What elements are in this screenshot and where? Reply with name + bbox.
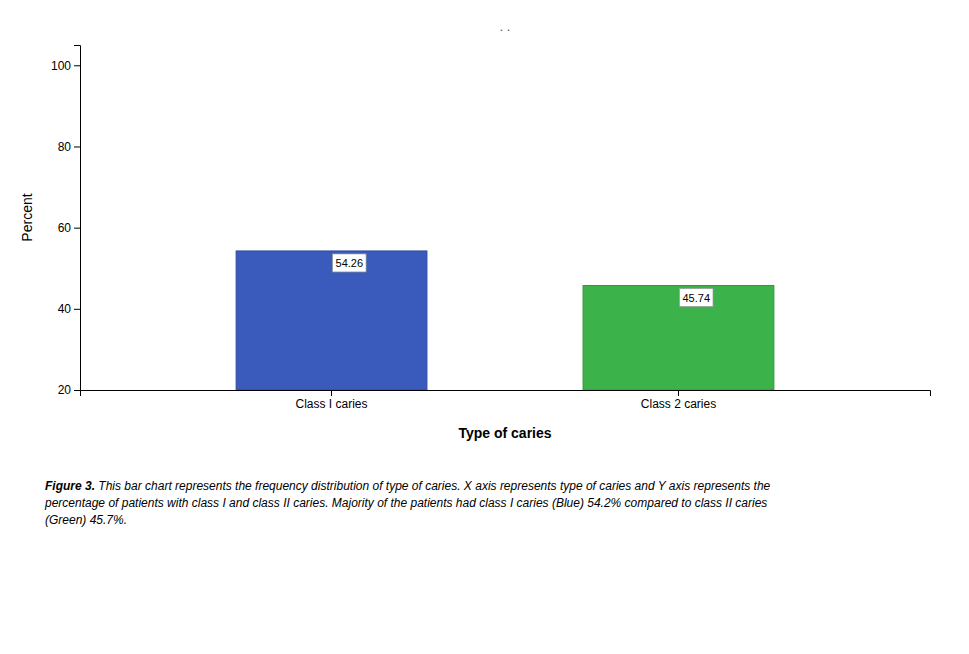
y-tick: 80 [58, 140, 80, 154]
x-tick-mark [331, 390, 332, 396]
data-label-group: 54.26 [333, 254, 367, 272]
x-axis: Class I caries Class 2 caries [81, 390, 931, 411]
bar [236, 251, 427, 390]
y-tick-label: 20 [58, 383, 72, 397]
data-label-box [333, 254, 367, 272]
x-tick: Class I caries [296, 390, 368, 411]
caption-line: This bar chart represents the frequency … [95, 479, 771, 493]
x-tick-label: Class I caries [296, 397, 368, 411]
caption-label: Figure 3. [45, 479, 95, 493]
caption-text: This bar chart represents the frequency … [44, 479, 771, 527]
y-tick-mark [74, 228, 80, 229]
chart: . . 20 40 60 80 100 Class I caries Class 2 cari… [0, 0, 969, 654]
y-axis-line [74, 46, 81, 391]
x-tick-mark [678, 390, 679, 396]
x-tick-label: Class 2 caries [641, 397, 716, 411]
y-tick-label: 40 [58, 302, 72, 316]
y-tick-label: 100 [51, 59, 71, 73]
x-axis-line [81, 391, 931, 397]
y-tick-label: 60 [58, 221, 72, 235]
y-tick-mark [74, 390, 80, 391]
y-tick-mark [74, 309, 80, 310]
y-tick: 60 [58, 221, 80, 235]
title: . . [500, 19, 511, 34]
y-axis-title: Percent [19, 193, 35, 241]
data-label-box [679, 289, 713, 307]
y-tick-label: 80 [58, 140, 72, 154]
y-tick-mark [74, 65, 80, 66]
caption-line: (Green) 45.7%. [45, 513, 127, 527]
y-tick: 20 [58, 383, 80, 397]
data-label: 54.26 [336, 257, 364, 269]
caption-line: percentage of patients with class I and … [44, 496, 767, 510]
data-label: 45.74 [682, 292, 710, 304]
y-tick: 100 [51, 59, 80, 73]
data-label-group: 45.74 [679, 289, 713, 307]
x-axis-title: Type of caries [458, 425, 551, 441]
y-tick-mark [74, 146, 80, 147]
bars [236, 251, 774, 390]
y-tick: 40 [58, 302, 80, 316]
x-tick: Class 2 caries [641, 390, 716, 411]
data-labels: 54.26 45.74 [333, 254, 713, 307]
y-axis: 20 40 60 80 100 [51, 46, 81, 398]
bar [583, 286, 774, 390]
